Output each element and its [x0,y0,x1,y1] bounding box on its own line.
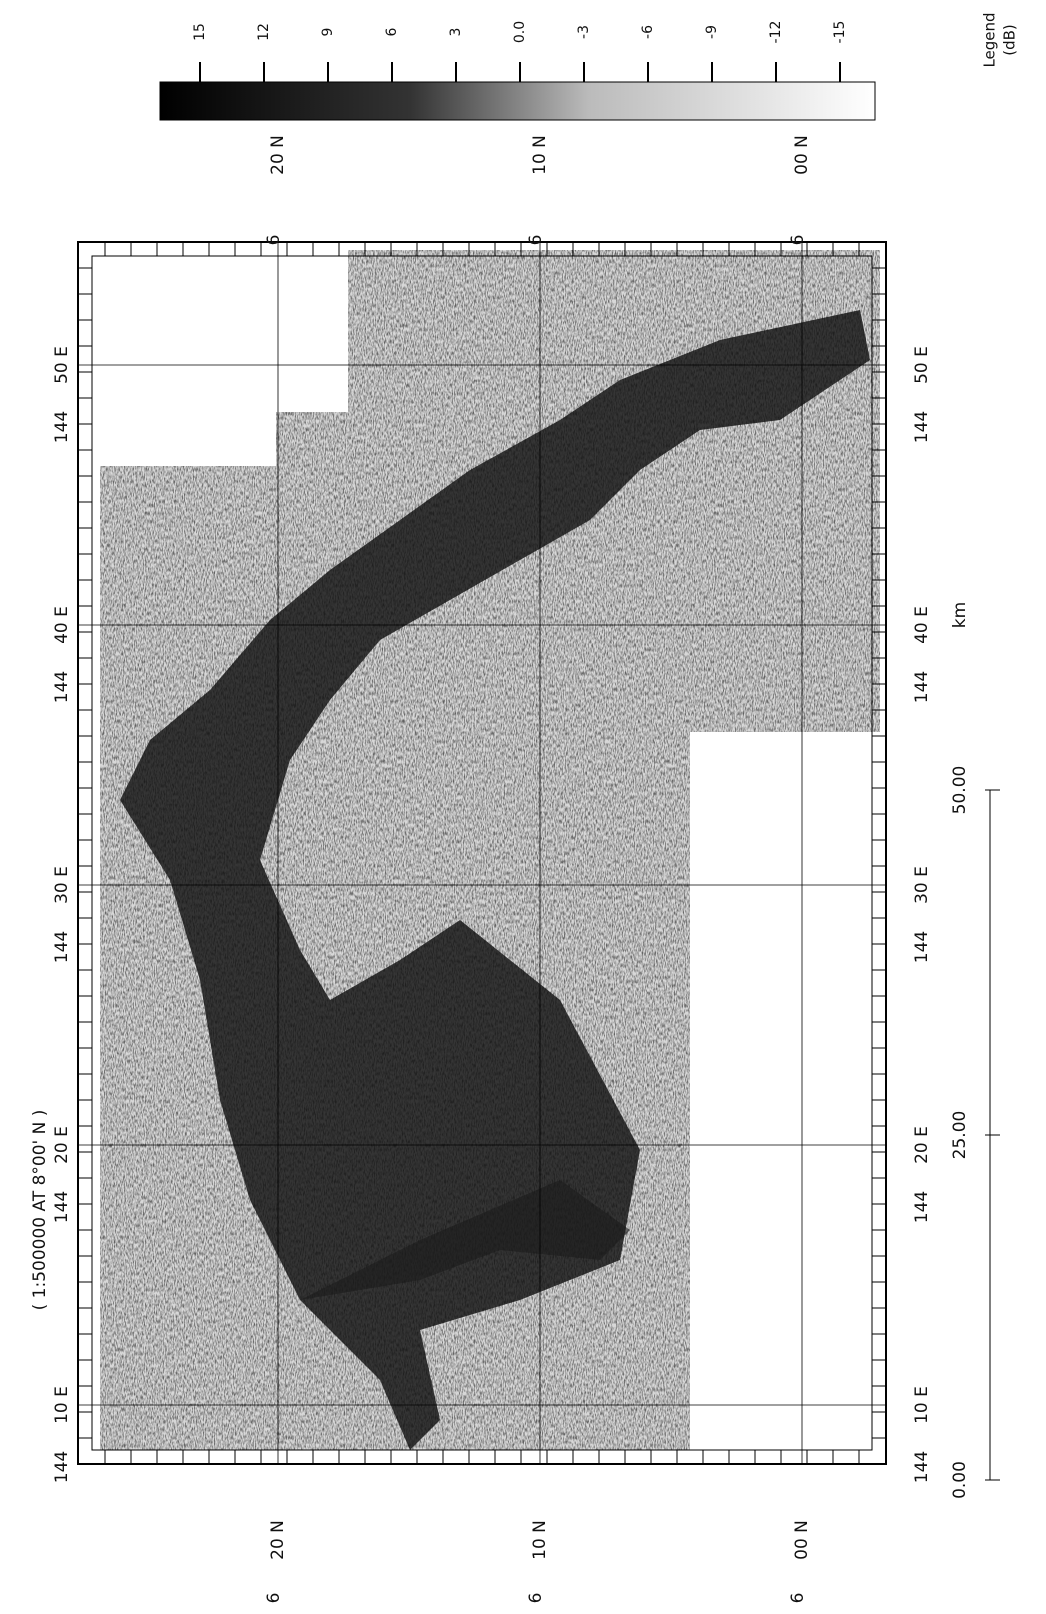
longitude-minutes: 20 E [912,1126,932,1164]
latitude-degrees: 6 [526,1593,546,1604]
longitude-degrees: 144 [912,1191,932,1223]
legend-tick-label: 0.0 [512,21,528,43]
longitude-minutes: 40 E [912,606,932,644]
longitude-minutes: 50 E [52,346,72,384]
legend-tick-label: -15 [832,21,848,44]
legend-tick-label: 9 [320,28,336,37]
legend-tick-label: 12 [256,23,272,41]
latitude-minutes: 00 N [792,135,812,175]
longitude-degrees: 144 [912,931,932,963]
longitude-minutes: 20 E [52,1126,72,1164]
legend-tick-label: -9 [704,25,720,39]
longitude-degrees: 144 [52,671,72,703]
scale-label: 25.00 [950,1111,970,1160]
map-scale-title: ( 1:500000 AT 8°00' N ) [30,1110,50,1311]
legend-colorbar [160,82,875,120]
legend-tick-label: 3 [448,28,464,37]
legend-tick-label: -12 [768,21,784,44]
scale-unit: km [950,602,970,628]
latitude-degrees: 6 [788,1593,808,1604]
no-data [96,244,348,412]
longitude-minutes: 10 E [912,1386,932,1424]
longitude-degrees: 144 [52,1451,72,1483]
latitude-minutes: 10 N [530,135,550,175]
longitude-minutes: 40 E [52,606,72,644]
latitude-degrees: 6 [264,1593,284,1604]
latitude-minutes: 10 N [530,1520,550,1560]
latitude-degrees: 6 [526,235,546,246]
longitude-degrees: 144 [52,931,72,963]
latitude-minutes: 00 N [792,1520,812,1560]
legend-tick-label: -6 [640,25,656,39]
latitude-degrees: 6 [788,235,808,246]
legend-tick-label: -3 [576,25,592,39]
legend-unit: (dB) [1001,24,1019,56]
longitude-minutes: 10 E [52,1386,72,1424]
map-page: ( 1:500000 AT 8°00' N ) Legend (dB) 144 1… [0,0,1046,1614]
longitude-minutes: 30 E [52,866,72,904]
longitude-degrees: 144 [912,411,932,443]
longitude-minutes: 30 E [912,866,932,904]
longitude-degrees: 144 [52,1191,72,1223]
mosaic [96,244,884,1462]
no-data [690,732,884,1462]
legend-title: Legend [981,12,999,67]
latitude-minutes: 20 N [268,135,288,175]
longitude-minutes: 50 E [912,346,932,384]
latitude-degrees: 6 [264,235,284,246]
longitude-degrees: 144 [912,1451,932,1483]
scale-label: 0.00 [950,1461,970,1499]
latitude-minutes: 20 N [268,1520,288,1560]
legend-tick-label: 6 [384,27,400,36]
legend-tick-label: 15 [192,23,208,41]
longitude-degrees: 144 [52,411,72,443]
longitude-degrees: 144 [912,671,932,703]
no-data [96,410,276,466]
scale-label: 50.00 [950,766,970,815]
